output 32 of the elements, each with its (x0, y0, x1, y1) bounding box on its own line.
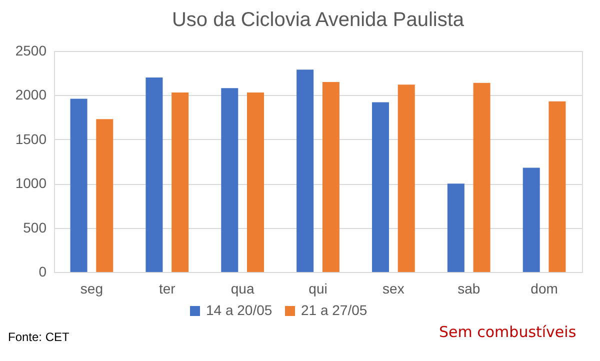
legend-label: 21 a 27/05 (301, 302, 368, 318)
bar (372, 102, 389, 272)
x-tick-label: sex (382, 280, 404, 296)
bar (548, 101, 566, 272)
bar (221, 88, 238, 272)
text: Sem combustíveis (439, 323, 576, 341)
x-tick-label: sab (458, 280, 480, 296)
bar (96, 119, 114, 272)
bar (146, 78, 163, 272)
x-tick-label: ter (158, 280, 176, 296)
x-tick-label: dom (530, 280, 558, 296)
x-tick-label: qua (230, 280, 254, 296)
x-tick-label: qui (308, 280, 328, 296)
legend-label: 14 a 20/05 (206, 302, 272, 318)
bar (522, 168, 540, 272)
source-note: Fonte: CET (8, 330, 70, 344)
y-tick-label: 2500 (15, 42, 47, 58)
bar (172, 92, 189, 272)
bar (70, 98, 88, 272)
y-tick-label: 500 (23, 219, 47, 236)
x-tick-label: seg (80, 280, 104, 296)
bar (247, 92, 264, 272)
chart-title: Uso da Ciclovia Avenida Paulista (172, 9, 465, 31)
y-tick-label: 1000 (15, 175, 47, 192)
bar (398, 84, 415, 272)
bar (473, 82, 490, 272)
bar (296, 70, 314, 272)
y-tick-label: 2000 (15, 86, 47, 103)
bar (447, 184, 464, 272)
bar (322, 82, 340, 272)
y-tick-label: 0 (38, 264, 47, 280)
y-tick-label: 1500 (15, 130, 47, 147)
